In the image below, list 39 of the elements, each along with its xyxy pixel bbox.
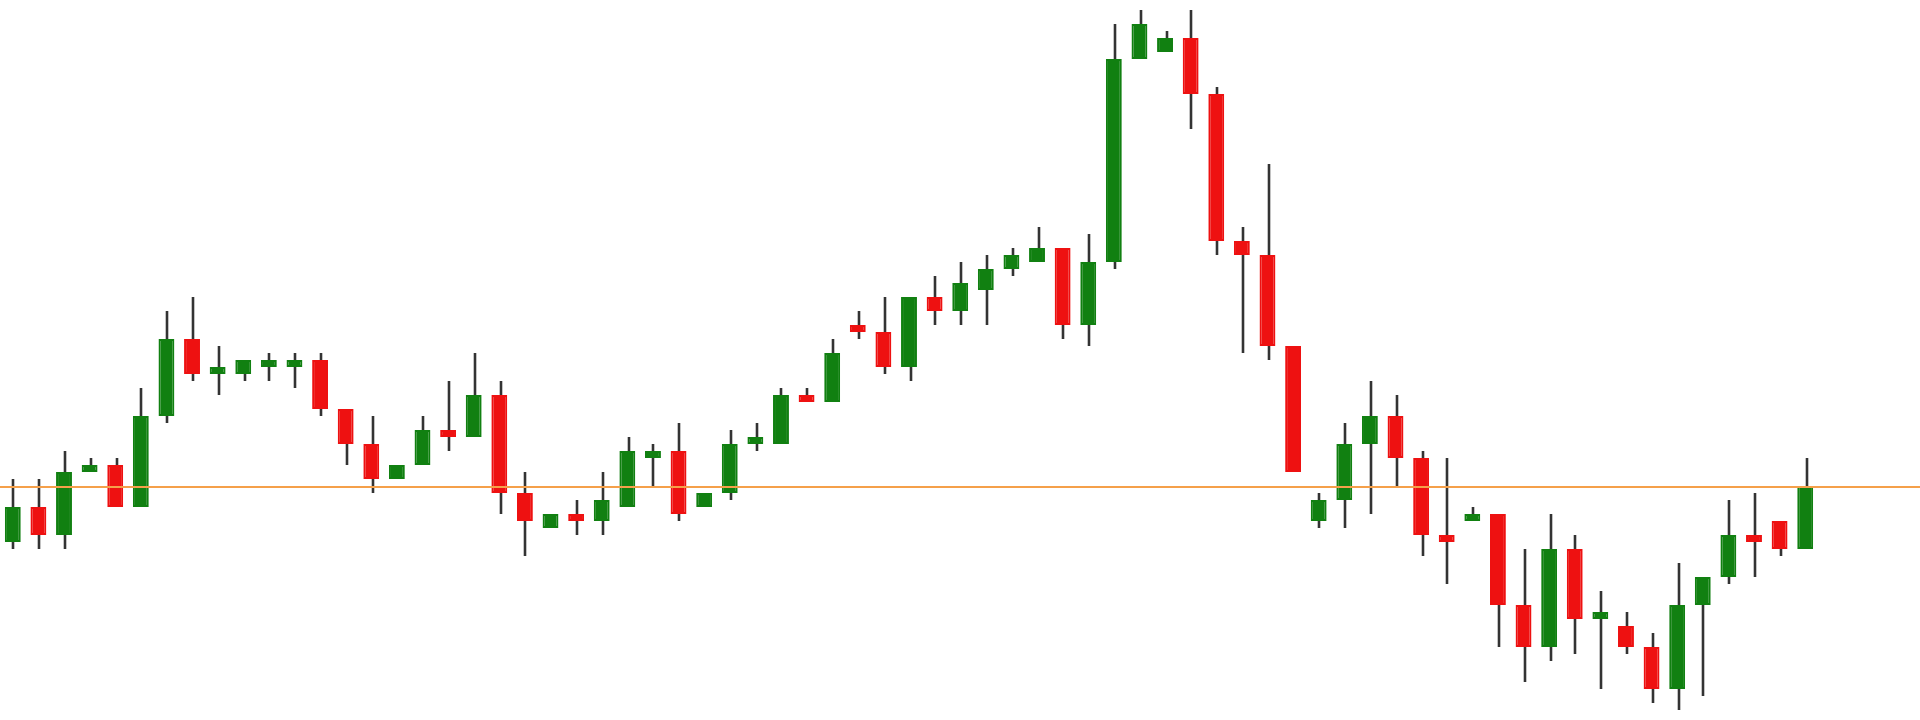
candlestick (1771, 519, 1788, 558)
candlestick (1746, 491, 1762, 579)
candlestick (1643, 631, 1660, 705)
candlestick (875, 295, 892, 376)
candlestick (30, 477, 47, 551)
candlestick (312, 351, 329, 418)
candlestick (1003, 246, 1020, 278)
candlestick (1233, 225, 1250, 355)
candlestick (977, 253, 994, 327)
candlestick (516, 470, 533, 558)
candlestick (465, 351, 482, 439)
candlestick (1515, 547, 1532, 684)
candlestick (747, 421, 764, 453)
candlestick (1387, 393, 1404, 488)
candlestick (593, 470, 610, 537)
candlestick (414, 414, 431, 467)
candlestick (926, 274, 943, 327)
candlestick (1361, 379, 1378, 516)
candlestick (1694, 575, 1711, 698)
candlestick (440, 379, 457, 453)
candlestick (1720, 498, 1737, 586)
candlestick (773, 386, 789, 446)
candlestick (184, 295, 200, 383)
candlestick (4, 477, 21, 551)
candlestick (1131, 8, 1148, 61)
candlestick (337, 407, 354, 467)
candlestick (849, 309, 866, 341)
candlestick (568, 498, 585, 537)
candlestick (363, 414, 380, 495)
candlestick (1592, 589, 1609, 691)
candlestick (952, 260, 969, 327)
candlestick (1029, 225, 1045, 264)
candlestick (721, 428, 738, 502)
candlestick (209, 344, 226, 397)
candlestick (260, 351, 277, 383)
candlestick (645, 442, 661, 488)
candlestick (1438, 456, 1455, 586)
candlestick (286, 351, 303, 390)
candlestick (824, 337, 841, 404)
